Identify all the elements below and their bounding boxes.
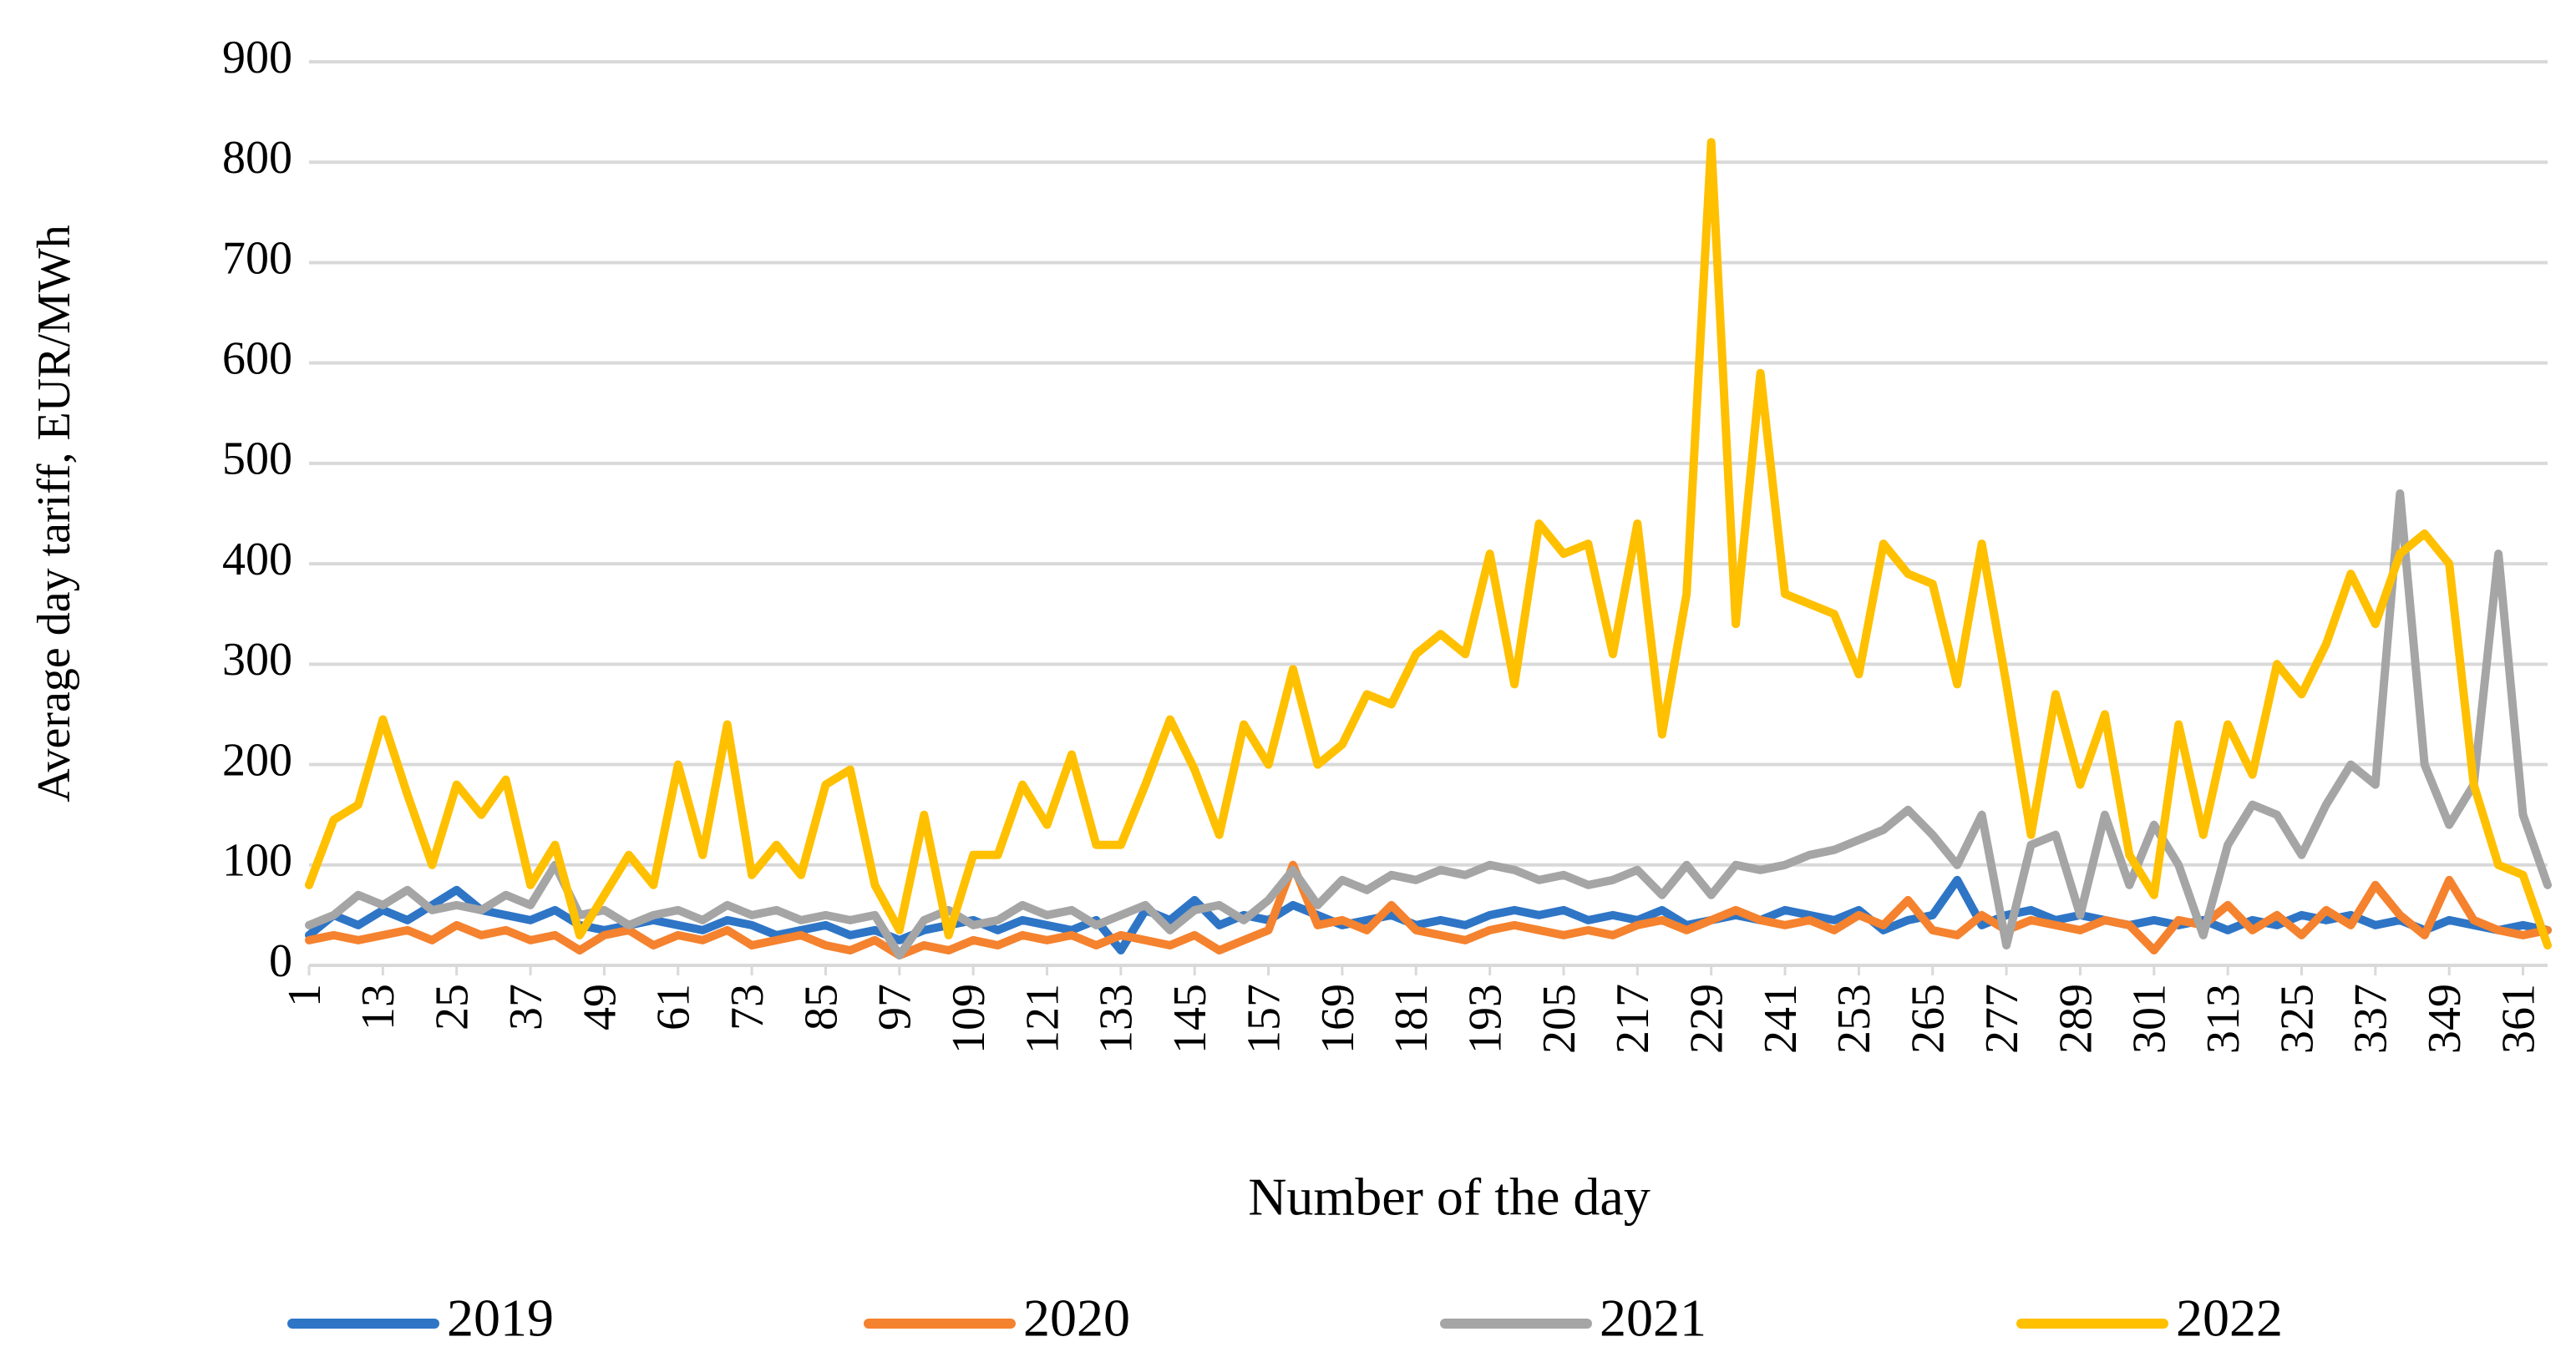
x-tick-label: 253	[1828, 984, 1880, 1054]
y-tick-label: 800	[222, 132, 292, 184]
x-tick-label: 73	[722, 984, 773, 1030]
legend-label: 2019	[447, 1289, 554, 1348]
x-tick-label: 301	[2124, 984, 2176, 1054]
x-tick-label: 181	[1386, 984, 1438, 1054]
x-tick-label: 241	[1755, 984, 1807, 1054]
x-tick-label: 337	[2345, 984, 2397, 1054]
y-tick-label: 200	[222, 734, 292, 786]
y-tick-label: 100	[222, 835, 292, 887]
x-tick-label: 133	[1091, 984, 1143, 1054]
x-tick-label: 145	[1164, 984, 1216, 1054]
series-line	[305, 860, 2552, 960]
y-tick-label: 0	[269, 935, 292, 987]
legend-label: 2021	[1600, 1289, 1706, 1348]
x-tick-label: 49	[574, 984, 626, 1030]
legend-label: 2020	[1023, 1289, 1130, 1348]
series-line	[305, 138, 2552, 949]
x-tick-label: 1	[279, 984, 331, 1007]
x-tick-label: 97	[870, 984, 921, 1030]
y-tick-label: 500	[222, 433, 292, 485]
y-tick-label: 400	[222, 534, 292, 585]
x-tick-label: 193	[1459, 984, 1511, 1054]
x-tick-label: 121	[1017, 984, 1068, 1054]
x-tick-label: 361	[2492, 984, 2544, 1054]
x-tick-label: 349	[2419, 984, 2471, 1054]
x-tick-label: 157	[1238, 984, 1290, 1054]
y-tick-label: 600	[222, 333, 292, 385]
x-tick-label: 313	[2198, 984, 2249, 1054]
x-tick-label: 85	[795, 984, 847, 1030]
x-tick-label: 205	[1534, 984, 1585, 1054]
y-axis-title: Average day tariff, EUR/MWh	[28, 225, 80, 802]
series-line	[305, 489, 2552, 960]
x-tick-label: 109	[943, 984, 995, 1054]
x-tick-label: 325	[2271, 984, 2323, 1054]
x-tick-label: 61	[648, 984, 700, 1030]
y-tick-label: 900	[222, 32, 292, 84]
y-tick-label: 700	[222, 232, 292, 284]
x-tick-label: 277	[1976, 984, 2028, 1054]
x-tick-label: 265	[1903, 984, 1955, 1054]
y-tick-label: 300	[222, 634, 292, 686]
x-tick-label: 37	[500, 984, 552, 1030]
x-axis-title: Number of the day	[1248, 1167, 1651, 1227]
legend-label: 2022	[2176, 1289, 2283, 1348]
x-tick-label: 169	[1312, 984, 1364, 1054]
x-tick-label: 217	[1607, 984, 1659, 1054]
x-tick-label: 13	[352, 984, 404, 1030]
x-tick-label: 25	[427, 984, 479, 1030]
x-tick-label: 289	[2050, 984, 2102, 1054]
x-tick-label: 229	[1681, 984, 1733, 1054]
